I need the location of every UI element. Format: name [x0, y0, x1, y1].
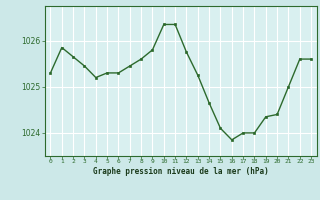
X-axis label: Graphe pression niveau de la mer (hPa): Graphe pression niveau de la mer (hPa) [93, 167, 269, 176]
